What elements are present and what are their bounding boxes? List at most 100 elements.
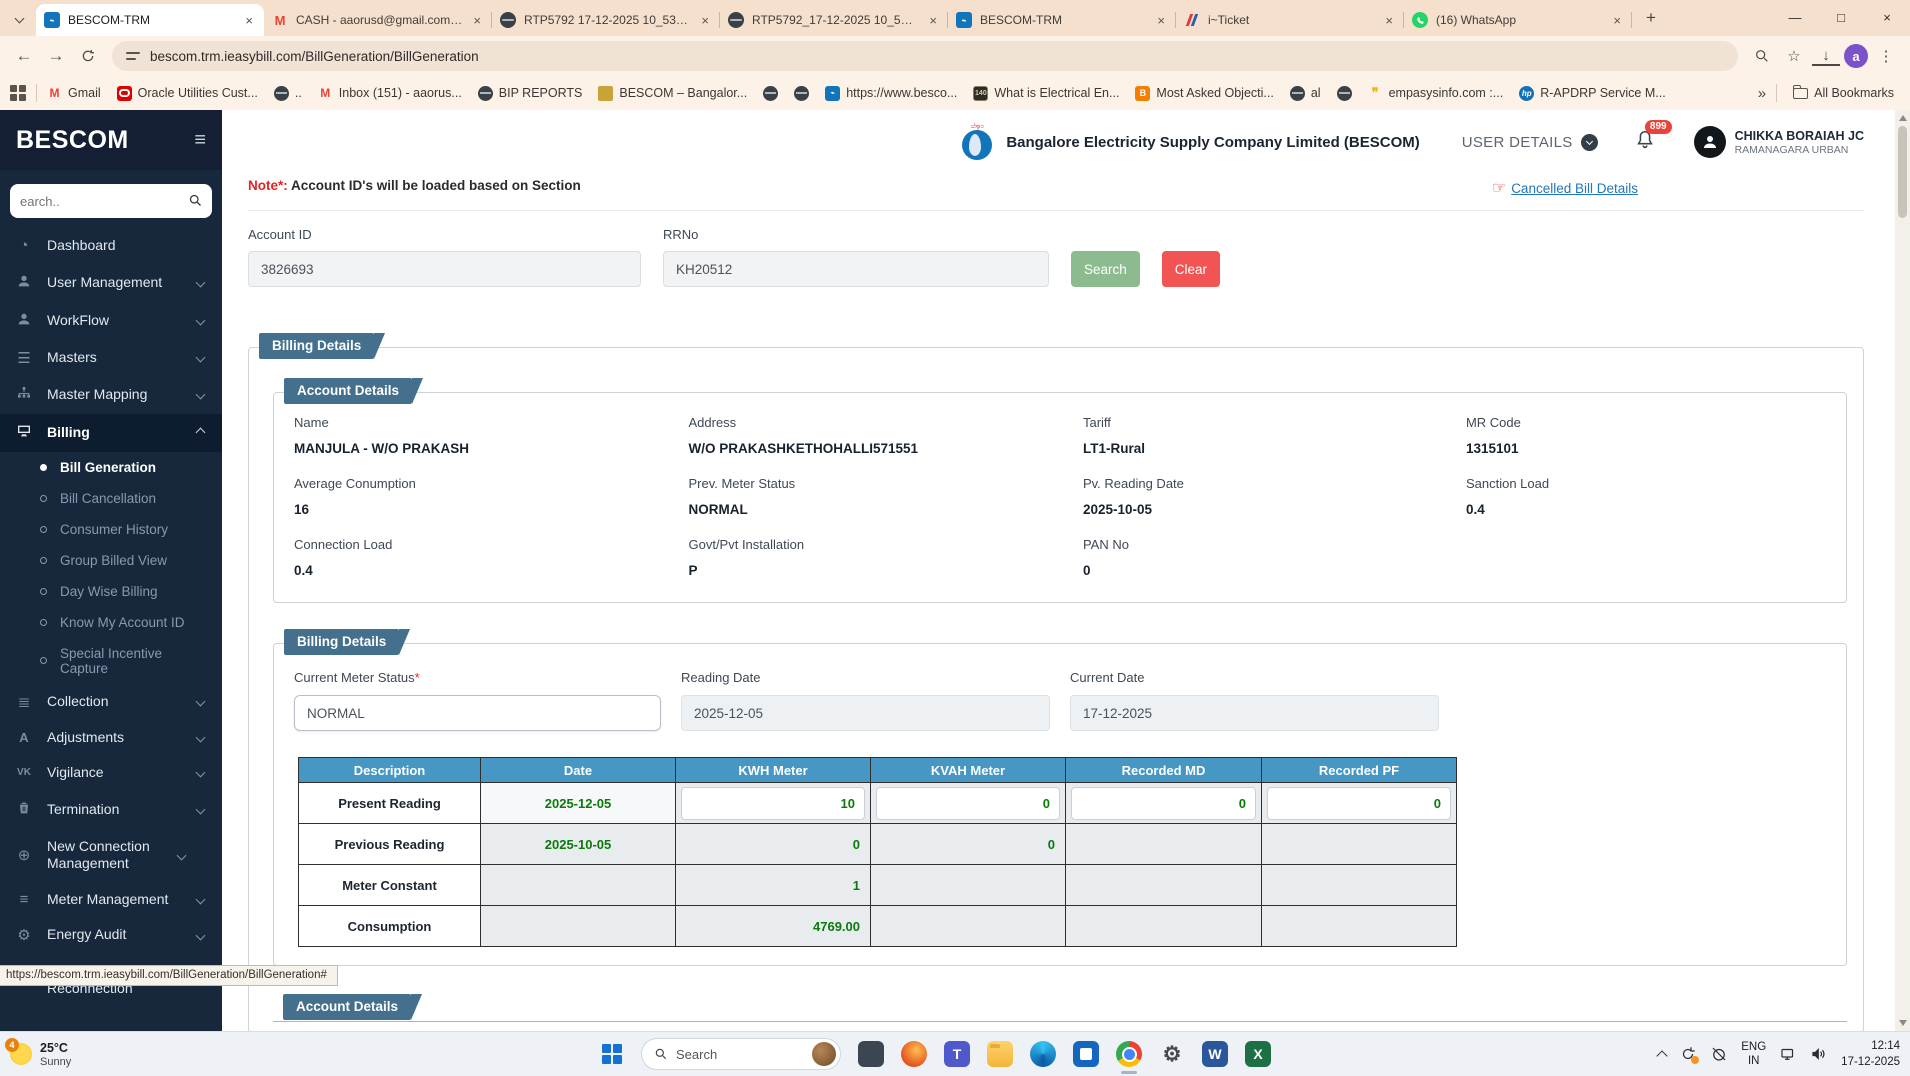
chrome-icon[interactable]: [1116, 1041, 1142, 1074]
alarm-off-icon[interactable]: [1710, 1045, 1728, 1063]
browser-tab[interactable]: ⌁ BESCOM-TRM ×: [36, 4, 264, 36]
kvah-meter-input[interactable]: [876, 786, 1060, 820]
user-details-menu[interactable]: USER DETAILS: [1462, 133, 1598, 151]
back-button[interactable]: ←: [15, 46, 33, 65]
forward-button[interactable]: →: [47, 46, 65, 65]
sidebar-item-vigilance[interactable]: VK Vigilance: [0, 755, 222, 791]
bookmark-item[interactable]: M Inbox (151) - aaorus...: [312, 83, 468, 104]
bookmark-item[interactable]: ⌁ https://www.besco...: [819, 83, 963, 104]
sidebar-item-user-management[interactable]: User Management: [0, 264, 222, 302]
network-icon[interactable]: [1779, 1045, 1797, 1063]
tab-close-icon[interactable]: ×: [1613, 12, 1621, 28]
bookmark-item[interactable]: [757, 83, 784, 104]
bookmark-item[interactable]: ❞ empasysinfo.com :...: [1362, 83, 1510, 104]
tab-close-icon[interactable]: ×: [245, 12, 253, 28]
volume-icon[interactable]: [1810, 1045, 1828, 1063]
site-settings-icon[interactable]: [126, 49, 140, 63]
zoom-icon[interactable]: [1748, 42, 1776, 70]
bookmarks-overflow-icon[interactable]: »: [1757, 84, 1767, 102]
sidebar-subitem-bill-generation[interactable]: Bill Generation: [0, 452, 222, 483]
sidebar-subitem-special-incentive-capture[interactable]: Special Incentive Capture: [0, 638, 222, 684]
settings-gear-icon[interactable]: ⚙: [1162, 1042, 1182, 1066]
sidebar-item-billing[interactable]: Billing: [0, 413, 222, 452]
sidebar-item-collection[interactable]: ≣ Collection: [0, 684, 222, 720]
reading-date-input[interactable]: [681, 695, 1050, 731]
sync-icon[interactable]: [1679, 1045, 1700, 1064]
search-button[interactable]: Search: [1071, 251, 1140, 287]
bookmark-item[interactable]: B Most Asked Objecti...: [1129, 83, 1279, 104]
bookmark-item[interactable]: [1331, 83, 1358, 104]
weather-widget[interactable]: 4 25°C Sunny: [5, 1038, 71, 1068]
current-meter-status-select[interactable]: [294, 695, 661, 731]
sidebar-item-dashboard[interactable]: ◔ Dashboard: [0, 228, 222, 264]
app-icon[interactable]: [858, 1041, 884, 1067]
browser-tab[interactable]: i~Ticket ×: [1176, 4, 1404, 36]
sidebar-item-energy-audit[interactable]: ⚙ Energy Audit: [0, 917, 222, 953]
apps-grid-icon[interactable]: [10, 85, 26, 101]
tab-close-icon[interactable]: ×: [473, 12, 481, 28]
bookmark-item[interactable]: M Gmail: [41, 83, 107, 104]
sidebar-subitem-bill-cancellation[interactable]: Bill Cancellation: [0, 483, 222, 514]
bookmark-item[interactable]: BIP REPORTS: [472, 83, 589, 104]
tab-close-icon[interactable]: ×: [1157, 12, 1165, 28]
hamburger-menu-icon[interactable]: ≡: [194, 128, 206, 151]
address-bar[interactable]: bescom.trm.ieasybill.com/BillGeneration/…: [112, 41, 1738, 71]
sidebar-item-masters[interactable]: ☰ Masters: [0, 340, 222, 376]
file-explorer-icon[interactable]: [987, 1041, 1013, 1067]
tab-close-icon[interactable]: ×: [929, 12, 937, 28]
taskbar-search[interactable]: Search: [641, 1038, 841, 1070]
downloads-icon[interactable]: ↓: [1812, 46, 1840, 66]
browser-tab[interactable]: (16) WhatsApp ×: [1404, 4, 1632, 36]
taskbar-clock[interactable]: 12:14 17-12-2025: [1841, 1039, 1900, 1068]
tab-close-icon[interactable]: ×: [1385, 12, 1393, 28]
sidebar-item-termination[interactable]: Termination: [0, 791, 222, 829]
sidebar-search-input[interactable]: [10, 184, 212, 218]
tab-search-button[interactable]: [6, 5, 32, 31]
sidebar-subitem-day-wise-billing[interactable]: Day Wise Billing: [0, 576, 222, 607]
current-date-input[interactable]: [1070, 695, 1439, 731]
sidebar-subitem-consumer-history[interactable]: Consumer History: [0, 514, 222, 545]
teams-icon[interactable]: T: [944, 1041, 970, 1067]
bookmark-item[interactable]: BESCOM – Bangalor...: [592, 83, 753, 104]
browser-tab[interactable]: RTP5792 17-12-2025 10_53_14 ×: [492, 4, 720, 36]
rrno-input[interactable]: [663, 251, 1049, 287]
language-indicator[interactable]: ENG IN: [1741, 1040, 1767, 1067]
account-id-input[interactable]: [248, 251, 641, 287]
scroll-down-arrow[interactable]: [1898, 1020, 1907, 1026]
browser-tab[interactable]: RTP5792_17-12-2025 10_51_43 ×: [720, 4, 948, 36]
new-tab-button[interactable]: +: [1646, 8, 1656, 27]
scroll-up-arrow[interactable]: [1898, 115, 1907, 121]
page-url[interactable]: bescom.trm.ieasybill.com/BillGeneration/…: [150, 48, 479, 64]
close-button[interactable]: ×: [1883, 9, 1891, 25]
recorded-pf-input[interactable]: [1267, 786, 1451, 820]
browser-profile-avatar[interactable]: a: [1844, 44, 1868, 68]
start-button[interactable]: [600, 1042, 624, 1066]
scrollbar-thumb[interactable]: [1898, 126, 1907, 218]
bookmark-star-icon[interactable]: ☆: [1787, 48, 1801, 65]
app-icon[interactable]: [1073, 1041, 1099, 1067]
clear-button[interactable]: Clear: [1161, 251, 1221, 287]
edge-icon[interactable]: [1030, 1041, 1056, 1067]
bookmark-item[interactable]: Oracle Utilities Cust...: [111, 83, 264, 104]
word-icon[interactable]: W: [1202, 1041, 1228, 1067]
tray-chevron-up-icon[interactable]: [1656, 1049, 1668, 1062]
notifications-bell-icon[interactable]: 899: [1634, 120, 1672, 155]
user-profile[interactable]: CHIKKA BORAIAH JC RAMANAGARA URBAN: [1693, 126, 1864, 158]
maximize-button[interactable]: □: [1837, 9, 1845, 25]
bookmark-item[interactable]: [788, 83, 815, 104]
excel-icon[interactable]: X: [1245, 1041, 1271, 1067]
bookmark-item[interactable]: al: [1284, 83, 1327, 104]
sidebar-item-meter-management[interactable]: ≡ Meter Management: [0, 882, 222, 918]
sidebar-item-new-connection-management[interactable]: ⊕ New Connection Management: [0, 829, 222, 882]
bookmark-item[interactable]: hp R-APDRP Service M...: [1513, 83, 1672, 104]
sidebar-item-adjustments[interactable]: A Adjustments: [0, 720, 222, 756]
page-scrollbar[interactable]: [1895, 110, 1910, 1031]
browser-tab[interactable]: M CASH - aaorusd@gmail.com - G ×: [264, 4, 492, 36]
browser-tab[interactable]: ⌁ BESCOM-TRM ×: [948, 4, 1176, 36]
sidebar-item-workflow[interactable]: WorkFlow: [0, 302, 222, 340]
tab-close-icon[interactable]: ×: [701, 12, 709, 28]
firefox-icon[interactable]: [901, 1041, 927, 1067]
kwh-meter-input[interactable]: [681, 786, 865, 820]
bookmark-item[interactable]: ..: [268, 83, 308, 104]
all-bookmarks-button[interactable]: All Bookmarks: [1787, 83, 1900, 103]
